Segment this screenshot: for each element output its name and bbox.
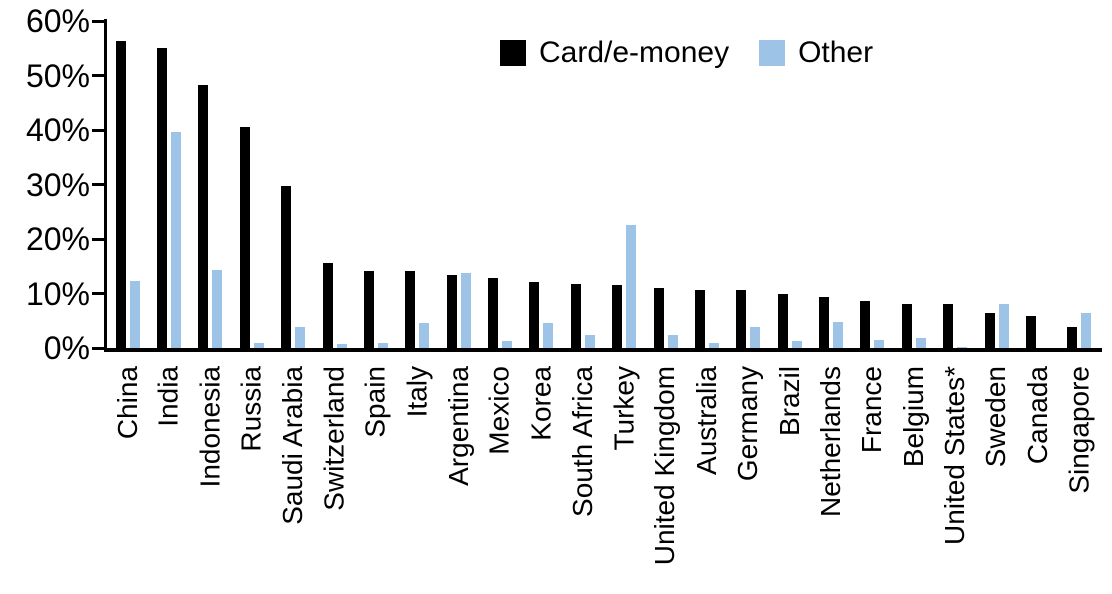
bar-card-emoney [1067, 327, 1078, 348]
bar-card-emoney [405, 271, 416, 348]
bar-card-emoney [984, 313, 995, 348]
bar-other [129, 280, 140, 348]
bar-other [833, 321, 844, 348]
bar-other [253, 342, 264, 348]
y-axis-tick [92, 346, 105, 350]
x-axis-label: Mexico [484, 366, 516, 455]
legend-label-other: Other [798, 36, 874, 69]
bar-card-emoney [322, 262, 333, 348]
x-axis-label: Turkey [608, 366, 640, 451]
y-axis-tick-label: 30% [25, 166, 90, 203]
x-axis-label: Singapore [1063, 366, 1095, 494]
y-axis-tick-label: 50% [25, 57, 90, 94]
y-axis-tick-label: 40% [25, 112, 90, 148]
bar-other [750, 326, 761, 348]
x-axis-label: United Kingdom [649, 366, 681, 566]
x-axis-label: Saudi Arabia [277, 366, 309, 525]
legend-swatch-card-emoney-icon [500, 40, 526, 66]
y-axis-tick [92, 183, 105, 186]
bar-other [667, 335, 678, 348]
bar-card-emoney [488, 277, 499, 348]
bar-other [171, 131, 182, 348]
bar-card-emoney [1025, 315, 1036, 348]
x-axis-label: Germany [732, 366, 764, 482]
bar-card-emoney [570, 284, 581, 348]
legend-item-other: Other [759, 36, 873, 70]
y-axis-tick-label: 10% [25, 275, 90, 312]
y-axis-tick-label: 20% [25, 221, 90, 257]
bar-card-emoney [694, 289, 705, 348]
bar-card-emoney [363, 270, 374, 348]
bar-other [584, 335, 595, 348]
legend-swatch-other-icon [759, 40, 786, 66]
bar-other [998, 303, 1009, 348]
x-axis-label: Russia [235, 366, 267, 452]
x-axis-label: Argentina [442, 366, 474, 486]
bar-other [336, 343, 347, 348]
bar-other [377, 342, 388, 348]
bar-card-emoney [446, 274, 457, 348]
x-axis-line [104, 348, 1102, 352]
x-axis-label: Australia [690, 366, 722, 475]
bar-card-emoney [943, 304, 954, 348]
legend: Card/e-money Other [500, 36, 873, 70]
bar-other [419, 323, 430, 348]
bar-other [957, 346, 968, 348]
bar-other [543, 322, 554, 348]
bar-card-emoney [777, 293, 788, 348]
x-axis-label: Sweden [980, 366, 1012, 468]
bar-card-emoney [736, 290, 747, 348]
bar-other [708, 343, 719, 348]
x-axis-label: Brazil [773, 366, 805, 437]
y-axis-tick [92, 19, 105, 23]
bar-other [502, 341, 513, 348]
bar-card-emoney [529, 281, 540, 348]
bar-other [295, 326, 306, 348]
bar-card-emoney [281, 185, 292, 348]
bar-card-emoney [860, 301, 871, 348]
y-axis-tick-label: 60% [25, 3, 90, 39]
y-axis-line [104, 19, 107, 351]
bar-other [212, 269, 223, 348]
y-axis-tick-label: 0% [43, 330, 90, 366]
bar-card-emoney [653, 288, 664, 348]
bar-card-emoney [157, 48, 168, 348]
x-axis-label: Indonesia [194, 366, 226, 488]
bar-other [1081, 312, 1092, 348]
bar-card-emoney [198, 84, 209, 348]
bar-other [460, 272, 471, 348]
y-axis-tick [92, 237, 105, 241]
x-axis-label: France [856, 366, 888, 454]
y-axis-tick [92, 74, 105, 77]
x-axis-label: India [153, 366, 185, 427]
legend-item-card-emoney: Card/e-money [500, 36, 729, 70]
x-axis-label: South Africa [566, 366, 598, 517]
bar-card-emoney [612, 284, 623, 348]
x-axis-label: Belgium [897, 366, 929, 468]
x-axis-label: Netherlands [815, 366, 847, 517]
bar-card-emoney [115, 41, 126, 348]
x-axis-label: Spain [359, 366, 391, 438]
bar-other [626, 224, 637, 348]
x-axis-label: Korea [525, 366, 557, 441]
bar-other [915, 337, 926, 348]
y-axis-tick [92, 128, 105, 132]
x-axis-label: Canada [1021, 366, 1053, 465]
bar-card-emoney [901, 303, 912, 348]
bar-card-emoney [819, 297, 830, 348]
x-axis-label: Switzerland [318, 366, 350, 511]
legend-label-card-emoney: Card/e-money [539, 36, 730, 69]
x-axis-label: United States* [939, 366, 971, 545]
x-axis-label: Italy [401, 366, 433, 418]
x-axis-label: China [111, 366, 143, 440]
bar-other [874, 339, 885, 348]
bar-card-emoney [239, 127, 250, 348]
bar-other [791, 341, 802, 348]
y-axis-tick [92, 292, 105, 295]
